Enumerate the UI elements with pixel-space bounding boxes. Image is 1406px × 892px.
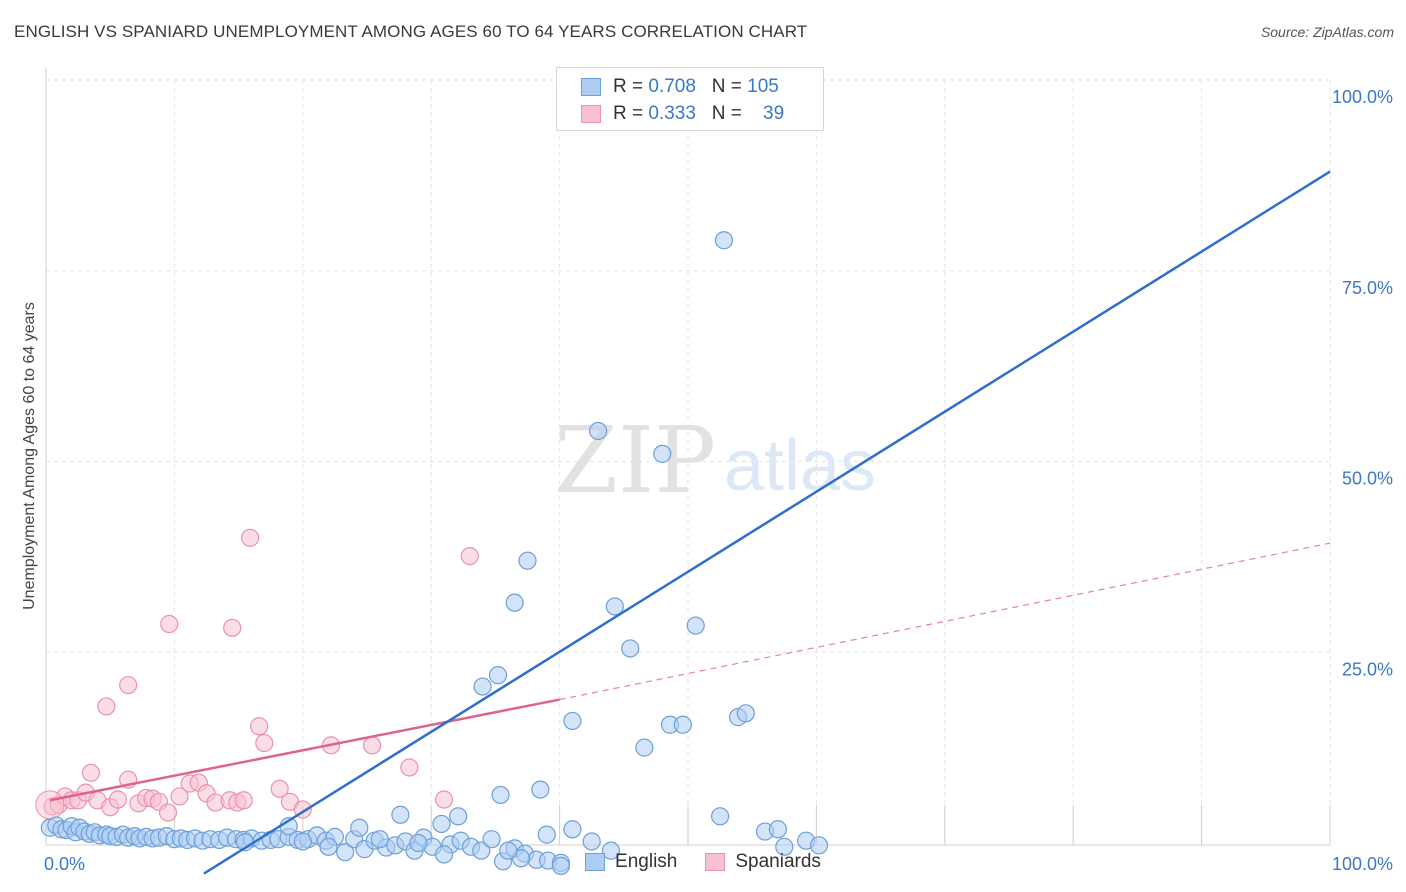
data-point [482,830,501,849]
legend-item-english[interactable]: English [585,851,677,873]
data-point [270,779,289,798]
english-series [40,231,829,875]
data-point [241,528,260,547]
spaniards-series [35,528,479,822]
data-point [473,677,492,696]
data-point [293,832,312,851]
data-point [363,736,382,755]
data-point [472,841,491,860]
data-point [391,805,410,824]
data-point [563,711,582,731]
watermark-atlas: atlas [724,426,876,506]
data-point [434,845,454,864]
trend-lines [49,170,1331,875]
data-point [531,780,550,799]
data-point [370,830,389,849]
legend-label-spaniards: Spaniards [735,851,821,872]
legend-swatch-spaniards [581,105,601,123]
data-point [400,758,419,777]
data-point [97,697,116,716]
data-point [605,597,624,616]
data-point [35,790,65,820]
data-point [255,733,274,753]
data-point [673,715,692,734]
x-tick-label: 100.0% [1332,854,1393,874]
data-point [563,820,582,839]
legend-top: R = 0.708 N = 105 R = 0.333 N = 39 [556,67,824,131]
data-point [736,704,755,723]
data-point [432,814,451,834]
data-point [714,231,734,250]
data-point [158,803,178,822]
legend-swatch-spaniards [705,853,726,871]
data-point [635,738,654,757]
legend-r-value: 0.333 [648,103,696,124]
data-point [108,790,128,809]
data-point [460,547,479,566]
data-point [537,825,556,844]
data-point [170,787,189,806]
data-point [653,444,672,463]
data-point [250,717,269,736]
data-point [119,675,138,695]
legend-r-value: 0.708 [648,76,696,97]
data-point [319,837,338,856]
data-point [589,421,608,441]
data-point [491,785,510,805]
legend-r-label: R = [613,76,644,97]
trendline-spaniards-extended [559,542,1331,701]
legend-swatch-english [585,853,606,871]
y-tick-label: 25.0% [1342,659,1393,679]
data-point [809,836,829,855]
legend-r-label: R = [613,103,644,124]
data-point [505,593,524,612]
chart-title: ENGLISH VS SPANIARD UNEMPLOYMENT AMONG A… [14,22,808,41]
legend-row-english: R = 0.708 N = 105 [581,75,779,99]
data-point [551,856,570,875]
data-point [621,639,640,658]
data-point [336,843,355,862]
data-point [499,841,518,860]
data-point [582,832,601,851]
data-point [601,841,621,860]
data-point [488,666,508,685]
legend-n-value: 39 [763,103,785,124]
data-point [234,791,253,810]
data-point [518,551,537,570]
data-point [81,763,101,782]
data-point [686,616,705,635]
watermark-zip: ZIP [554,407,716,514]
legend-n-label: N = [711,76,742,97]
legend-swatch-english [581,78,601,96]
legend-n-value: 105 [747,76,779,97]
data-point [768,820,787,839]
y-tick-label: 100.0% [1332,87,1393,107]
data-point [710,807,730,826]
data-point [449,807,468,826]
chart-source: Source: ZipAtlas.com [1260,24,1394,40]
data-point [775,837,794,856]
data-point [434,790,454,809]
data-point [223,618,242,637]
legend-label-english: English [615,851,678,872]
trendline-english [203,170,1331,875]
y-tick-label: 50.0% [1342,469,1393,489]
legend-n-label: N = [711,103,742,124]
y-tick-label: 75.0% [1342,278,1393,298]
data-point [160,614,179,634]
legend-row-spaniards: R = 0.333 N = 39 [581,102,784,126]
axis-ticks: 25.0% 50.0% 75.0% 100.0% 0.0% 100.0% [44,87,1393,874]
legend-bottom: English Spaniards [0,851,1406,873]
data-point [409,833,428,853]
legend-item-spaniards[interactable]: Spaniards [705,851,821,873]
trendline-spaniards [49,698,560,802]
data-point [350,818,369,837]
x-tick-label: 0.0% [44,854,85,874]
